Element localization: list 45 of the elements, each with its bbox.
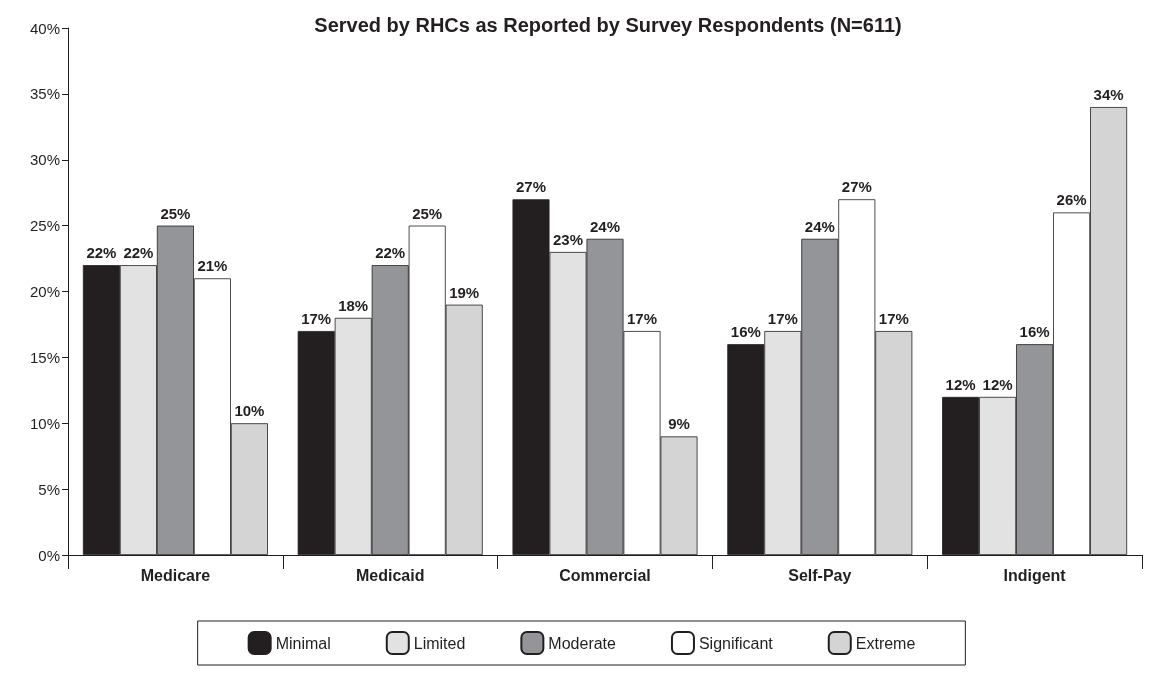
data-label: 27% [841,178,872,196]
data-label: 16% [1019,323,1050,341]
legend-label: Moderate [548,634,617,652]
data-label: 22% [375,244,406,262]
y-tick-label: 35% [29,85,60,103]
x-tick-label: Self-Pay [788,566,852,584]
legend-label: Minimal [275,634,331,652]
legend-label: Extreme [855,634,916,652]
data-label: 9% [668,415,690,433]
data-label: 24% [589,217,621,235]
data-label: 24% [804,217,835,235]
data-label: 26% [1056,191,1087,209]
x-tick-label: Commercial [559,566,651,584]
data-label: 25% [160,204,191,222]
data-label: 18% [338,296,369,314]
data-label: 17% [767,310,798,328]
data-label: 10% [234,402,265,420]
data-label: 12% [945,375,976,393]
data-label: 22% [86,244,117,262]
legend-label: Significant [698,634,774,652]
y-tick-label: 40% [29,19,60,37]
y-tick-label: 20% [29,283,60,300]
data-label: 25% [412,204,443,222]
y-tick-label: 5% [38,480,60,498]
x-tick-label: Medicare [140,566,211,584]
data-label: 34% [1093,86,1124,104]
y-tick-label: 0% [38,546,60,564]
y-tick-label: 25% [29,217,60,235]
x-tick-label: Indigent [1003,566,1067,584]
chart-title: Served by RHCs as Reported by Survey Respondents (N=611) [314,14,902,36]
data-label: 21% [197,257,228,275]
data-label: 23% [552,230,584,248]
data-label: 27% [515,178,547,196]
y-tick-label: 30% [29,151,60,169]
x-tick-label: Medicaid [355,566,425,584]
data-label: 17% [626,310,658,328]
y-tick-label: 10% [29,414,60,432]
data-label: 19% [449,283,480,301]
data-label: 22% [123,244,154,262]
data-label: 17% [878,310,909,328]
data-label: 16% [730,323,761,341]
data-label: 12% [982,375,1013,393]
legend-label: Limited [413,634,466,652]
y-tick-label: 15% [29,348,60,366]
data-label: 17% [301,310,332,328]
